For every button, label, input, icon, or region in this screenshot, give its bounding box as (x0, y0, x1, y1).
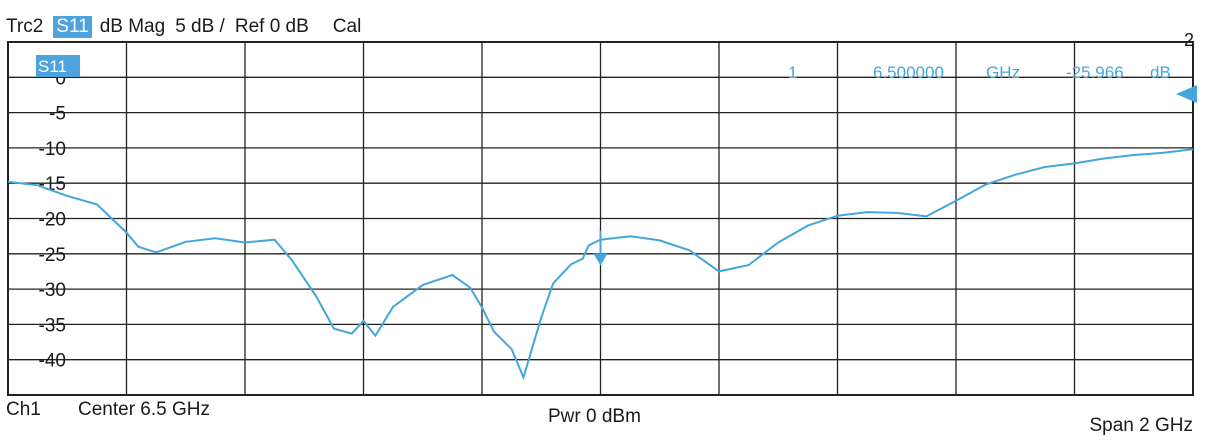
marker-readout: 1 6.500000 GHz -25.966 dB (788, 63, 1171, 82)
y-tick-label: -15 (39, 174, 66, 195)
y-tick-label: 0 (55, 68, 66, 89)
plot-frame (7, 41, 1194, 396)
format-label[interactable]: dB Mag (99, 16, 166, 37)
calibration-label: Cal (332, 16, 362, 37)
trace-header: Trc2 S11 dB Mag 5 dB / Ref 0 dB Cal (6, 14, 371, 40)
span-frequency[interactable]: Span 2 GHz (1089, 415, 1194, 436)
parameter-label[interactable]: S11 (53, 16, 92, 38)
reference-level-arrow[interactable] (1176, 85, 1197, 103)
trace-tag-label: S11 (38, 57, 67, 76)
markers (593, 230, 608, 266)
reference-label[interactable]: Ref 0 dB (234, 16, 309, 37)
y-tick-label: -30 (39, 280, 66, 301)
trace-line (7, 148, 1194, 381)
trace-number: 2 (1183, 30, 1194, 50)
grid-lines (8, 42, 1193, 395)
marker-value: -25.966 (1066, 63, 1124, 82)
trace-tag-box (36, 55, 80, 77)
marker-id: 1 (788, 63, 797, 82)
marker-value-unit: dB (1150, 63, 1171, 82)
marker-frequency: 6.500000 (873, 63, 944, 82)
center-frequency[interactable]: Center 6.5 GHz (78, 399, 210, 420)
y-tick-label: -25 (39, 245, 66, 266)
power-level[interactable]: Pwr 0 dBm (548, 406, 641, 427)
y-tick-label: -5 (49, 104, 66, 125)
y-tick-label: -35 (39, 315, 66, 336)
y-tick-label: -10 (39, 139, 66, 160)
y-tick-label: -20 (39, 210, 66, 231)
marker-frequency-unit: GHz (986, 63, 1020, 82)
scale-label[interactable]: 5 dB / (175, 16, 225, 37)
channel-label: Ch1 (6, 399, 41, 420)
y-tick-label: -40 (39, 351, 66, 372)
trace-label[interactable]: Trc2 (6, 16, 44, 37)
y-tick-labels: -40 -35 -30 -25 -20 -15 -10 -5 0 (39, 68, 66, 371)
marker-1-triangle (593, 253, 608, 266)
